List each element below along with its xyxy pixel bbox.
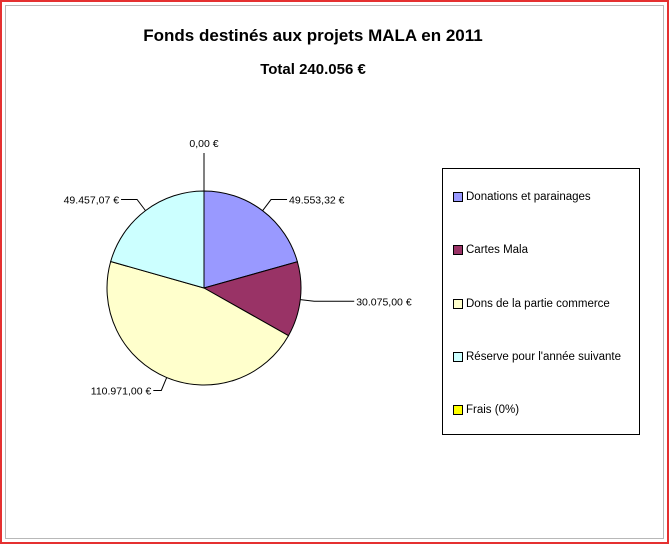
legend-label-1: Donations et parainages [466,191,591,203]
legend-item-4: Réserve pour l'année suivante [453,350,621,364]
legend-swatch-3 [453,298,463,309]
legend-label-3: Dons de la partie commerce [466,297,610,310]
legend-swatch-4 [453,351,463,362]
legend-item-3: Dons de la partie commerce [453,297,610,311]
data-label-5: 0,00 € [189,138,218,150]
pie-slice-1 [203,190,299,289]
data-label-2: 30.075,00 € [356,296,412,308]
leader-line-3 [153,377,168,391]
legend-swatch-2 [453,245,463,256]
legend-swatch-1 [453,192,463,202]
legend-swatch-5 [453,405,463,416]
legend-item-2: Cartes Mala [453,243,528,257]
legend-label-5: Frais (0%) [466,404,520,417]
legend-label-2: Cartes Mala [466,244,528,257]
pie-slice-3 [106,260,290,386]
chart-legend: Donations et parainages Cartes Mala Dons d… [442,168,640,435]
chart-subtitle: Total 240.056 € [260,61,366,78]
leader-line-4 [121,198,146,211]
data-label-3: 110.971,00 € [91,385,152,397]
data-label-1: 49.553,32 € [289,195,345,207]
legend-item-1: Donations et parainages [453,190,591,204]
chart-title: Fonds destinés aux projets MALA en 2011 [143,26,483,45]
leader-line-2 [300,299,355,302]
leader-line-1 [262,199,288,211]
legend-label-4: Réserve pour l'année suivante [466,350,621,363]
data-label-4: 49.457,07 € [64,194,120,206]
chart-inner-frame [5,5,664,539]
legend-item-5: Frais (0%) [453,403,519,417]
